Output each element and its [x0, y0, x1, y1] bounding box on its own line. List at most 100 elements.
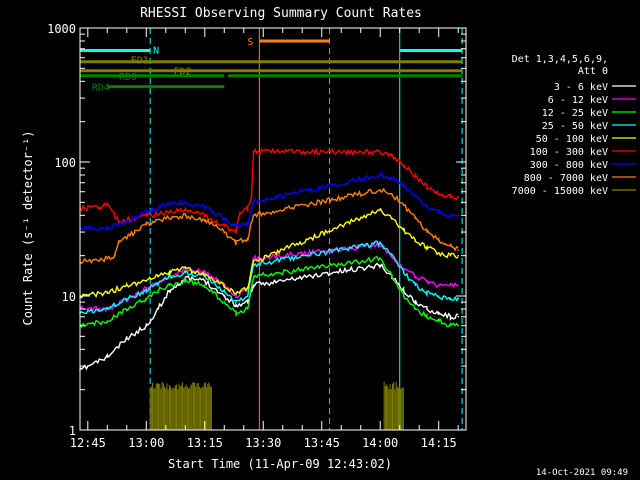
plot-area: N S FD1 FD2 RD0 RD4 [79, 28, 463, 430]
series-point [106, 292, 109, 295]
series-line [79, 172, 459, 231]
series-point [379, 244, 382, 246]
series-point [106, 257, 109, 260]
state-bar-label: FD2 [174, 67, 192, 78]
series-point [157, 275, 159, 278]
axes: 1 10 100 1000 12:45 13:00 13:15 13:30 13:45 14:00… [47, 22, 467, 450]
series-point [379, 151, 382, 154]
series-point [184, 214, 187, 217]
series-point [204, 219, 206, 221]
series-point [457, 196, 460, 198]
series-point [239, 211, 241, 214]
series-point [165, 217, 167, 220]
series-point [246, 301, 249, 303]
series-point [235, 304, 237, 307]
series-point [391, 275, 393, 278]
series-point [391, 193, 393, 196]
legend: Det 1,3,4,5,6,9,Att 0 3 - 6 keV 6 - 12 keV… [512, 54, 636, 197]
legend-label: 100 - 300 keV [530, 147, 608, 158]
x-tick-label: 12:45 [70, 436, 106, 450]
series-point [391, 155, 393, 158]
series-point [414, 308, 417, 310]
series-point [235, 295, 237, 297]
series-point [402, 183, 405, 186]
series-point [437, 295, 440, 297]
y-tick-label: 1 [69, 424, 76, 438]
series-point [133, 231, 136, 233]
series-point [184, 271, 187, 274]
series-point [204, 284, 206, 287]
state-bar-4: RD0 [80, 72, 463, 83]
series-point [133, 295, 136, 297]
series-point [126, 337, 128, 340]
series-point [437, 192, 440, 195]
series-point [246, 207, 249, 210]
state-bar-label: FD1 [131, 56, 149, 67]
series-point [426, 231, 428, 233]
series-point [106, 320, 109, 322]
state-bar-2: FD1 [80, 56, 463, 67]
legend-label: 3 - 6 keV [554, 82, 608, 93]
series-point [168, 284, 171, 287]
state-bar-3: FD2 [80, 67, 463, 78]
series-point [414, 217, 417, 220]
series-point [106, 356, 109, 358]
series-point [252, 261, 255, 263]
series-point [165, 203, 167, 206]
state-bar-0: N [80, 45, 463, 56]
series-point [379, 209, 382, 211]
series-point [457, 254, 460, 257]
series-point [426, 308, 428, 310]
series-point [252, 284, 255, 287]
series-point [204, 279, 206, 282]
series-point [414, 284, 417, 287]
state-bar-label: S [247, 37, 253, 48]
series-point [449, 298, 452, 300]
series-point [414, 239, 417, 242]
series-point [252, 214, 255, 217]
series-point [426, 246, 428, 249]
series-point [246, 308, 249, 310]
series-point [126, 298, 128, 300]
series-point [426, 279, 428, 282]
series-point [449, 284, 452, 287]
series-point [223, 217, 226, 220]
series-point [118, 224, 120, 226]
series-point [106, 203, 109, 206]
series-point [449, 316, 452, 318]
series-point [414, 175, 417, 178]
series-point [145, 324, 148, 327]
series-point [252, 257, 255, 260]
series-point [118, 241, 120, 244]
series-point [223, 225, 226, 228]
series-point [157, 282, 159, 284]
series-point [252, 201, 255, 204]
chart-title: RHESSI Observing Summary Count Rates [140, 6, 422, 21]
legend-label: 800 - 7000 keV [524, 173, 608, 184]
series-point [379, 264, 382, 266]
series-point [402, 289, 405, 292]
legend-label: 6 - 12 keV [548, 95, 608, 106]
series-point [126, 308, 128, 310]
series-point [184, 267, 187, 270]
series-point [250, 196, 253, 198]
series-point [402, 295, 405, 297]
series-point [457, 316, 460, 318]
series-point [235, 292, 237, 295]
series-point [457, 298, 460, 300]
series-point [391, 217, 393, 220]
series-point [145, 289, 148, 292]
series-point [204, 206, 206, 208]
series-point [414, 196, 417, 198]
series-point [235, 231, 237, 233]
series-point [145, 298, 148, 300]
series-point [223, 284, 226, 287]
series-point [106, 308, 109, 310]
series-point [126, 284, 128, 287]
series-point [449, 244, 452, 246]
x-axis-label: Start Time (11-Apr-09 12:43:02) [168, 457, 392, 471]
series-4 [79, 207, 460, 299]
series-point [168, 271, 171, 274]
series-point [145, 287, 148, 289]
